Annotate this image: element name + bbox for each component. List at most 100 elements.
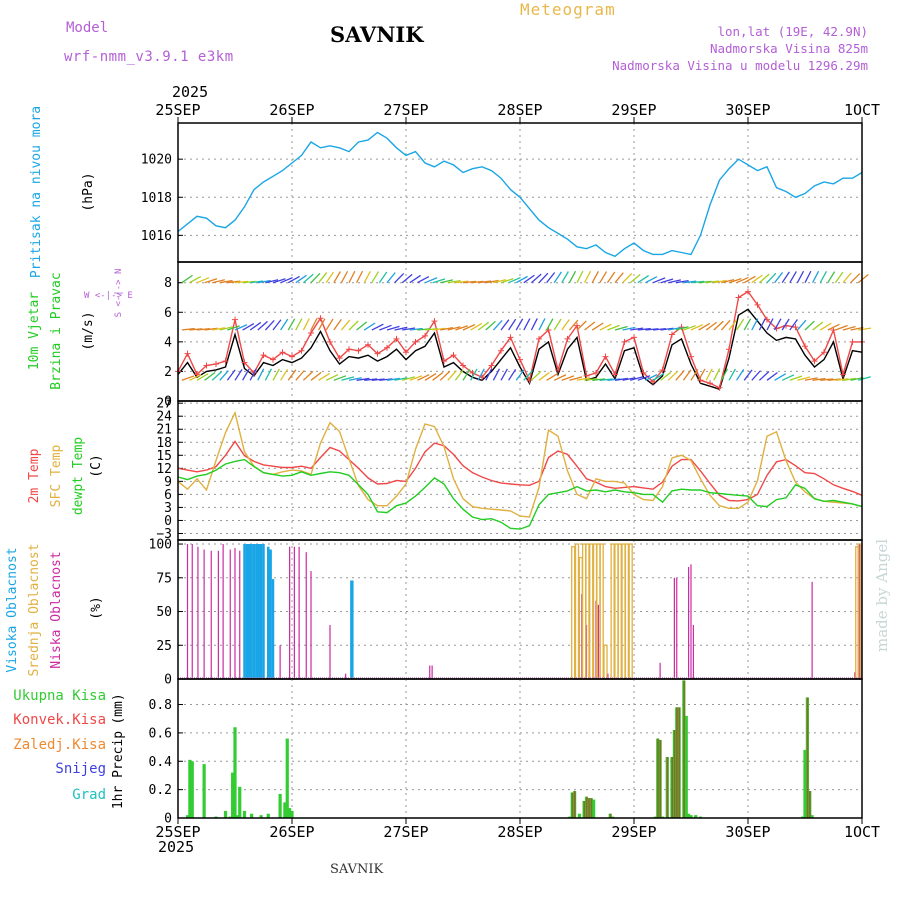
wind-barb [599,323,612,331]
wind-barb [599,271,608,284]
gust-marker [412,338,419,345]
meteogram-title: Meteogram [520,0,616,19]
y-tick-label: 25 [156,639,172,654]
y-tick-label: 0 [164,395,172,410]
wind-barb [743,275,756,284]
wind-barb [668,279,682,284]
wind-barb [325,374,339,381]
wind-barb [500,278,514,284]
gust-marker [545,327,552,334]
gust-marker [640,369,647,376]
wind-barb [424,277,438,284]
wind-barb [402,327,416,331]
total-precip-bar [259,815,263,818]
mid-cloud-bar [574,543,580,680]
wind-barb [637,275,650,284]
y-tick-label: 75 [156,571,172,586]
wind-barb [751,274,763,284]
wind-barb [614,377,628,381]
wind-barb [447,326,461,331]
gust-marker [355,347,362,354]
wind-axis-label-line1: 10m Vjetar [27,292,42,370]
y-tick-label: 24 [156,410,172,425]
gust-marker [659,366,666,373]
total-precip-bar [242,810,247,818]
wind-barb [827,271,836,284]
wind-barb [812,321,824,331]
wind-barb [682,369,692,381]
y-tick-label: 0.4 [149,755,173,770]
mid-cloud-bar [617,543,622,680]
gust-marker [602,353,609,360]
gust-marker [716,384,723,391]
wind-barb [622,377,636,381]
mid-cloud-bar [599,543,604,680]
gust-marker [422,332,428,339]
wind-barb [378,271,388,284]
wind-barb [629,273,641,284]
wind-barb [272,368,280,381]
wind-axis-label-line2: Brzina i Pravac [49,272,64,389]
wind-barb [272,278,286,284]
wind-barb [440,279,454,284]
panel-wind: 0 2 4 6 8 [164,261,872,410]
wind-barb [394,272,405,284]
wind-barb [287,275,300,284]
total-precip-bar [238,786,242,818]
y-tick-label: 8 [164,276,172,291]
wind-barb [858,327,872,331]
wind-barb [842,325,856,331]
wind-barb [189,328,203,331]
wind-barb [212,279,226,284]
y-tick-label: 0 [164,514,172,529]
wind-barb [660,278,674,284]
wind-barb [219,370,229,381]
wind-barb [493,279,507,284]
wind-barb [530,318,538,331]
gust-marker [460,362,466,369]
coordinates-label: lon,lat (19E, 42.9N) [717,24,868,39]
wind-barb [492,368,501,381]
wind-barb [819,322,832,331]
total-precip-bar [684,715,688,818]
y-tick-label: 15 [156,449,172,464]
y-tick-label: 3 [164,501,172,516]
wind-barb [630,327,644,331]
wind-barb [226,369,236,381]
mid-cloud-bar [571,546,576,680]
mid-cloud-bar [624,543,630,680]
wind-barb [705,321,718,331]
y-tick-label: 0 [164,673,172,688]
wind-barb [485,320,496,331]
wind-barb [371,378,385,381]
total-precip-bar [687,813,691,818]
wind-compass-ns: S <-|-> N [114,269,124,318]
wind-barb [417,276,430,284]
wind-barb [804,377,818,381]
gust-marker [840,371,846,378]
wind-barb [189,275,202,284]
gust-marker [792,324,799,331]
wind-barb [736,318,745,331]
gust-marker [802,343,808,350]
total-precip-bar [694,815,698,818]
gust-marker [184,350,191,357]
mid-cloud-bar [581,543,587,680]
wind-barb [212,327,226,331]
wind-barb [257,368,265,381]
gust-marker [811,358,818,365]
wind-barb [478,280,492,284]
pressure-axis-label: Pritisak na nivou mora [29,106,44,278]
gust-marker [517,356,523,363]
wind-barb [257,279,271,284]
wind-barb [492,319,503,331]
gust-marker [317,315,324,322]
wind-barb [774,272,784,284]
gust-marker [507,334,514,341]
wind-barb [417,374,430,381]
y-tick-label: 1016 [141,229,172,244]
mid-cloud-bar [603,644,608,680]
gust-marker [754,301,761,308]
wind-barb [356,377,370,381]
wind-barb [561,319,570,331]
